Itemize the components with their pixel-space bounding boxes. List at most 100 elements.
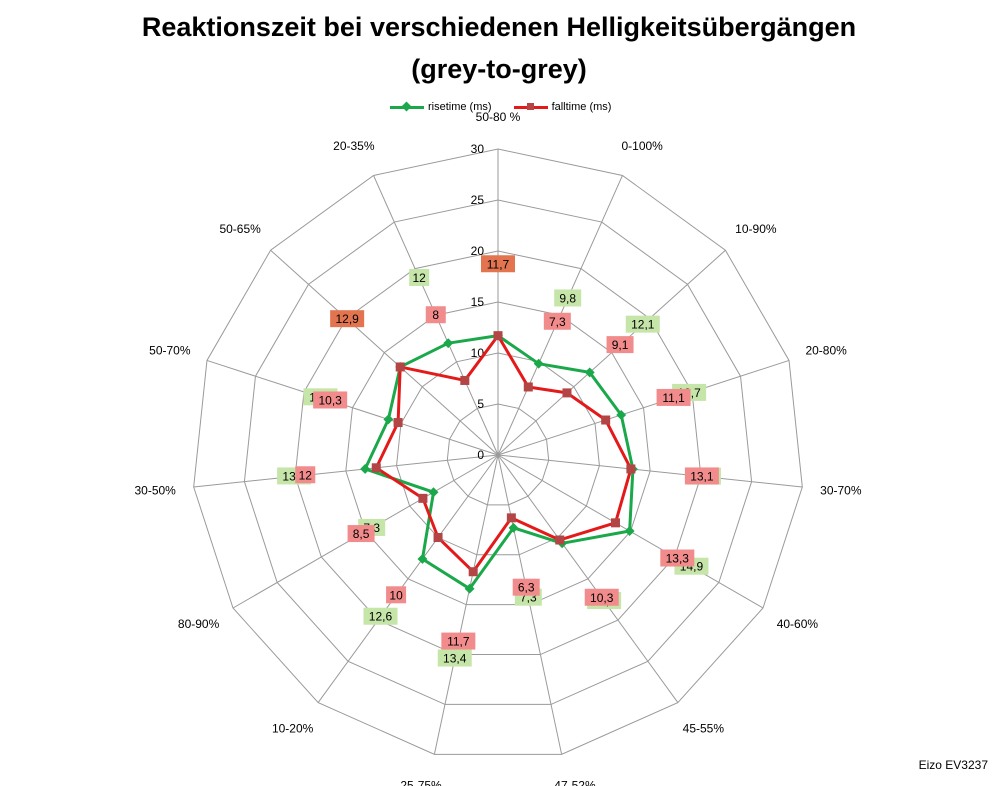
falltime-point: [610, 518, 620, 528]
risetime-value-label: 13,4: [443, 652, 467, 666]
falltime-point: [395, 362, 405, 372]
category-label: 30-50%: [134, 483, 176, 497]
falltime-value-label: 10,3: [590, 591, 614, 605]
grid-ring: [294, 250, 702, 656]
falltime-value-label: 8,5: [353, 527, 370, 541]
grid-ring: [193, 148, 803, 755]
falltime-value-label: 12,9: [335, 312, 359, 326]
category-label: 50-70%: [149, 344, 191, 358]
risetime-point: [464, 583, 475, 594]
risetime-value-label-bg: [554, 289, 582, 307]
risetime-legend-swatch: [390, 101, 424, 112]
risetime-point: [443, 338, 454, 349]
falltime-value-label-bg: [684, 467, 719, 485]
falltime-value-label-bg: [313, 391, 348, 409]
legend-label-falltime: falltime (ms): [551, 101, 612, 113]
falltime-point: [433, 533, 443, 543]
risetime-series-line: [363, 334, 635, 591]
category-label: 50-65%: [219, 222, 261, 236]
falltime-value-label: 8: [432, 308, 439, 322]
radial-tick-label: 0: [477, 448, 484, 462]
risetime-point: [383, 414, 394, 425]
falltime-value-label: 13,3: [666, 552, 690, 566]
risetime-value-label-bg: [409, 268, 430, 286]
chart-subtitle: (grey-to-grey): [411, 54, 587, 84]
radial-tick-label: 15: [471, 295, 485, 309]
category-label: 80-90%: [178, 617, 220, 631]
falltime-value-label-bg: [347, 525, 375, 543]
falltime-value-label-bg: [606, 336, 634, 354]
risetime-value-label-bg: [363, 607, 398, 625]
radial-tick-label: 5: [477, 397, 484, 411]
risetime-value-label: 12,6: [369, 610, 393, 624]
falltime-legend-swatch: [513, 102, 548, 112]
risetime-point: [417, 554, 428, 564]
grid-spoke: [433, 454, 499, 755]
category-label: 25-75%: [400, 779, 442, 786]
falltime-value-label-bg: [481, 255, 515, 273]
category-label: 50-80 %: [476, 110, 521, 124]
falltime-point: [393, 418, 403, 428]
falltime-point: [626, 464, 636, 474]
falltime-value-label-bg: [660, 549, 695, 567]
risetime-value-label: 12: [412, 271, 426, 285]
legend-item-falltime: falltime (ms): [513, 101, 612, 113]
category-label: 10-20%: [272, 721, 314, 735]
grid-spoke: [497, 454, 679, 703]
category-label: 20-80%: [805, 344, 847, 358]
falltime-value-label: 12: [299, 468, 313, 482]
category-label: 20-35%: [333, 139, 375, 153]
category-label: 10-90%: [735, 222, 777, 236]
risetime-point: [428, 487, 439, 498]
falltime-point: [468, 567, 478, 577]
chart-title: Reaktionszeit bei verschiedenen Helligke…: [141, 12, 857, 42]
falltime-value-label-bg: [656, 388, 691, 406]
falltime-value-label-bg: [386, 586, 407, 604]
grid-spoke: [497, 454, 803, 488]
risetime-point: [616, 410, 627, 420]
radial-tick-label: 30: [471, 142, 485, 156]
falltime-value-label: 13,1: [690, 469, 714, 483]
category-label: 45-55%: [683, 721, 725, 735]
category-label: 0-100%: [621, 139, 663, 153]
category-label: 40-60%: [777, 617, 819, 631]
falltime-value-label: 7,3: [549, 315, 566, 329]
grid-spoke: [193, 454, 499, 488]
grid-spoke: [317, 454, 499, 703]
grid-spoke: [497, 359, 790, 456]
falltime-value-label-bg: [441, 632, 476, 650]
grid-spoke: [270, 249, 499, 456]
falltime-value-label: 11,1: [662, 391, 685, 405]
falltime-point: [523, 382, 533, 392]
falltime-value-label-bg: [425, 306, 446, 324]
legend-item-risetime: risetime (ms): [390, 101, 492, 113]
falltime-point: [418, 493, 428, 503]
grid-ring: [446, 403, 550, 506]
grid-spoke: [206, 359, 499, 456]
category-label: 47-52%: [554, 779, 596, 786]
falltime-value-label-bg: [295, 466, 316, 484]
falltime-value-label: 11,7: [487, 257, 510, 271]
falltime-value-label: 10,3: [318, 393, 342, 407]
falltime-point: [562, 388, 572, 398]
falltime-value-label: 9,1: [612, 338, 629, 352]
category-label: 30-70%: [820, 483, 862, 497]
falltime-value-label-bg: [543, 312, 571, 330]
risetime-value-label: 9,8: [559, 291, 576, 305]
risetime-point: [584, 367, 595, 378]
falltime-point: [460, 375, 470, 385]
falltime-point: [371, 463, 381, 473]
risetime-value-label-bg: [437, 649, 472, 667]
risetime-point: [360, 464, 371, 474]
falltime-value-label-bg: [512, 578, 540, 596]
falltime-value-label: 6,3: [518, 581, 535, 595]
radial-tick-label: 25: [471, 193, 485, 207]
legend: risetime (ms) falltime (ms): [390, 101, 611, 113]
risetime-value-label-bg: [625, 315, 660, 333]
radial-tick-label: 20: [471, 244, 485, 258]
falltime-point: [555, 535, 565, 545]
falltime-point: [506, 513, 516, 523]
legend-label-risetime: risetime (ms): [428, 101, 492, 113]
falltime-point: [601, 415, 611, 425]
